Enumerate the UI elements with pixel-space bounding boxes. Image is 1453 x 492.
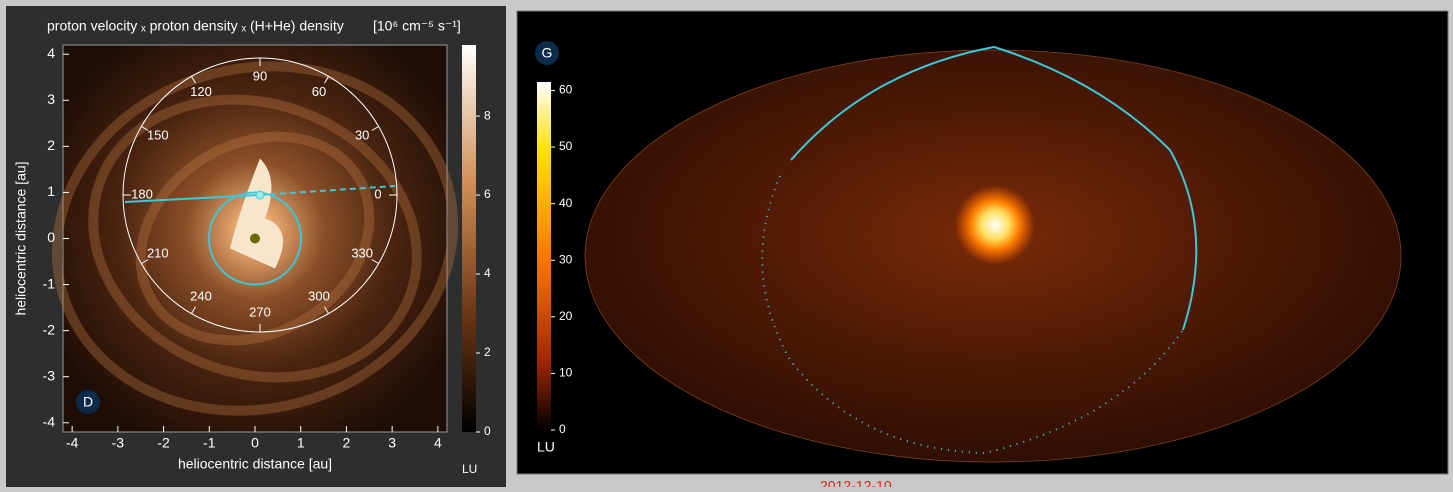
y-tick-label: 2: [47, 137, 55, 153]
polar-angle-label: 270: [249, 304, 271, 319]
polar-angle-label: 180: [131, 186, 153, 201]
polar-angle-label: 300: [308, 289, 330, 304]
colorbar-tick-label: 20: [559, 309, 573, 323]
colorbar-tick-label: 60: [559, 83, 573, 97]
x-tick-label: 4: [434, 435, 442, 451]
x-axis-label: heliocentric distance [au]: [178, 456, 332, 472]
colorbar-tick-label: 10: [559, 366, 573, 380]
y-tick-label: 1: [47, 183, 55, 199]
x-tick-label: -3: [112, 435, 125, 451]
observer: [256, 191, 264, 199]
page: 0306090120150180210240270300330-4-3-2-10…: [0, 0, 1453, 487]
x-tick-label: -2: [157, 435, 170, 451]
polar-angle-label: 90: [253, 68, 267, 83]
y-tick-label: 4: [47, 45, 55, 61]
x-tick-label: -1: [203, 435, 216, 451]
colorbar-tick-label: 30: [559, 252, 573, 266]
x-tick-label: -4: [66, 435, 79, 451]
colorbar-tick-label: 50: [559, 139, 573, 153]
polar-angle-label: 210: [147, 245, 169, 260]
x-tick-label: 3: [388, 435, 396, 451]
polar-angle-label: 60: [312, 84, 326, 99]
polar-angle-label: 0: [374, 186, 381, 201]
screen: 0306090120150180210240270300330-4-3-2-10…: [0, 0, 1453, 487]
colorbar: [462, 45, 476, 432]
x-tick-label: 0: [251, 435, 259, 451]
colorbar-tick-label: 8: [484, 108, 491, 122]
x-tick-label: 2: [343, 435, 351, 451]
colorbar-tick-label: 0: [559, 422, 566, 436]
y-tick-label: -1: [43, 275, 56, 291]
title: proton velocity ₓ proton density ₓ (H+He…: [47, 18, 344, 34]
colorbar: [537, 82, 551, 430]
polar-angle-label: 150: [147, 127, 169, 142]
polar-angle-label: 330: [351, 245, 373, 260]
sun-glow: [955, 185, 1035, 265]
y-tick-label: -2: [43, 321, 56, 337]
sun: [250, 234, 260, 244]
date: 2012-12-10: [820, 478, 892, 487]
y-axis-label: heliocentric distance [au]: [13, 161, 29, 315]
polar-angle-label: 120: [190, 84, 212, 99]
x-tick-label: 1: [297, 435, 305, 451]
colorbar-tick-label: 2: [484, 345, 491, 359]
panel-label: G: [542, 45, 553, 61]
polar-angle-label: 240: [190, 289, 212, 304]
colorbar-label: LU: [462, 462, 477, 476]
polar-angle-label: 30: [355, 127, 369, 142]
colorbar-tick-label: 6: [484, 187, 491, 201]
y-tick-label: 3: [47, 91, 55, 107]
colorbar-label: LU: [537, 439, 555, 455]
colorbar-tick-label: 0: [484, 424, 491, 438]
units: [10⁶ cm⁻⁵ s⁻¹]: [373, 18, 461, 34]
y-tick-label: -4: [43, 413, 56, 429]
colorbar-tick-label: 40: [559, 196, 573, 210]
colorbar-tick-label: 4: [484, 266, 491, 280]
panel-label: D: [83, 394, 93, 410]
y-tick-label: -3: [43, 367, 56, 383]
y-tick-label: 0: [47, 229, 55, 245]
